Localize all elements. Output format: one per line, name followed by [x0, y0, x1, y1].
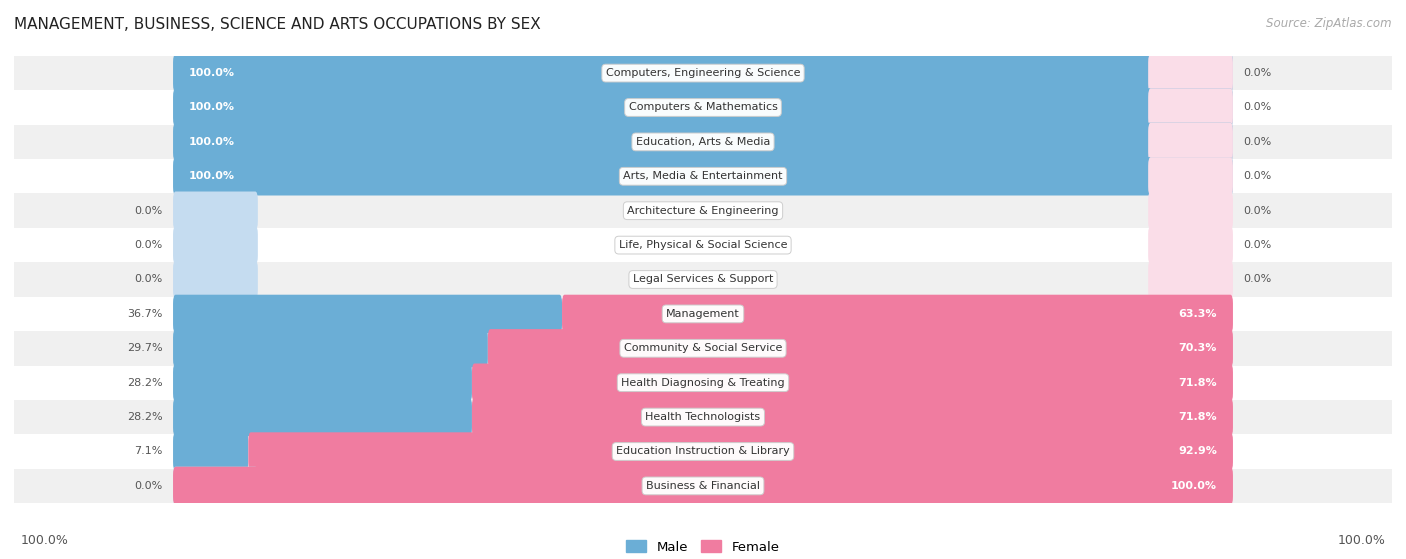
- Bar: [14, 400, 1392, 434]
- FancyBboxPatch shape: [173, 363, 472, 402]
- FancyBboxPatch shape: [472, 363, 1233, 402]
- FancyBboxPatch shape: [1149, 54, 1233, 92]
- Text: Computers & Mathematics: Computers & Mathematics: [628, 102, 778, 112]
- Bar: [14, 262, 1392, 297]
- Text: 28.2%: 28.2%: [127, 378, 163, 388]
- Text: 100.0%: 100.0%: [188, 137, 235, 147]
- Bar: [14, 193, 1392, 228]
- Text: 36.7%: 36.7%: [127, 309, 163, 319]
- FancyBboxPatch shape: [488, 329, 1233, 367]
- FancyBboxPatch shape: [1149, 157, 1233, 196]
- FancyBboxPatch shape: [173, 398, 472, 436]
- Text: Arts, Media & Entertainment: Arts, Media & Entertainment: [623, 171, 783, 181]
- Text: 0.0%: 0.0%: [134, 274, 163, 285]
- Bar: [14, 468, 1392, 503]
- Text: MANAGEMENT, BUSINESS, SCIENCE AND ARTS OCCUPATIONS BY SEX: MANAGEMENT, BUSINESS, SCIENCE AND ARTS O…: [14, 17, 541, 32]
- Text: 0.0%: 0.0%: [1243, 171, 1272, 181]
- FancyBboxPatch shape: [1149, 260, 1233, 299]
- FancyBboxPatch shape: [173, 467, 1233, 505]
- FancyBboxPatch shape: [472, 398, 1233, 436]
- FancyBboxPatch shape: [249, 432, 1233, 471]
- Text: 100.0%: 100.0%: [188, 102, 235, 112]
- Text: 100.0%: 100.0%: [1337, 534, 1385, 547]
- FancyBboxPatch shape: [1149, 226, 1233, 264]
- Text: 100.0%: 100.0%: [1171, 481, 1218, 491]
- FancyBboxPatch shape: [173, 432, 249, 471]
- Text: 70.3%: 70.3%: [1178, 343, 1218, 353]
- Bar: [14, 159, 1392, 193]
- Text: Health Diagnosing & Treating: Health Diagnosing & Treating: [621, 378, 785, 388]
- Bar: [14, 297, 1392, 331]
- Text: 0.0%: 0.0%: [1243, 274, 1272, 285]
- Text: 71.8%: 71.8%: [1178, 412, 1218, 422]
- Text: Life, Physical & Social Science: Life, Physical & Social Science: [619, 240, 787, 250]
- Bar: [14, 434, 1392, 468]
- Text: 7.1%: 7.1%: [134, 447, 163, 457]
- Text: Community & Social Service: Community & Social Service: [624, 343, 782, 353]
- Text: 100.0%: 100.0%: [188, 171, 235, 181]
- Text: 0.0%: 0.0%: [134, 481, 163, 491]
- FancyBboxPatch shape: [173, 260, 257, 299]
- FancyBboxPatch shape: [1149, 88, 1233, 127]
- Bar: [14, 228, 1392, 262]
- Text: 71.8%: 71.8%: [1178, 378, 1218, 388]
- FancyBboxPatch shape: [562, 295, 1233, 333]
- FancyBboxPatch shape: [1149, 192, 1233, 230]
- Text: 0.0%: 0.0%: [134, 240, 163, 250]
- FancyBboxPatch shape: [1149, 123, 1233, 161]
- Text: Architecture & Engineering: Architecture & Engineering: [627, 206, 779, 216]
- FancyBboxPatch shape: [173, 54, 1233, 92]
- FancyBboxPatch shape: [173, 88, 1233, 127]
- FancyBboxPatch shape: [173, 329, 488, 367]
- FancyBboxPatch shape: [173, 226, 257, 264]
- FancyBboxPatch shape: [173, 157, 1233, 196]
- Text: 28.2%: 28.2%: [127, 412, 163, 422]
- Text: Education Instruction & Library: Education Instruction & Library: [616, 447, 790, 457]
- Text: 0.0%: 0.0%: [134, 206, 163, 216]
- Text: 100.0%: 100.0%: [21, 534, 69, 547]
- Text: 0.0%: 0.0%: [1243, 206, 1272, 216]
- Text: 29.7%: 29.7%: [127, 343, 163, 353]
- FancyBboxPatch shape: [173, 192, 257, 230]
- Bar: [14, 366, 1392, 400]
- Bar: [14, 56, 1392, 91]
- Text: 0.0%: 0.0%: [1243, 68, 1272, 78]
- Text: Source: ZipAtlas.com: Source: ZipAtlas.com: [1267, 17, 1392, 30]
- Text: Health Technologists: Health Technologists: [645, 412, 761, 422]
- Text: 0.0%: 0.0%: [1243, 240, 1272, 250]
- Text: Business & Financial: Business & Financial: [645, 481, 761, 491]
- Bar: [14, 331, 1392, 366]
- Text: 63.3%: 63.3%: [1178, 309, 1218, 319]
- Text: 100.0%: 100.0%: [188, 68, 235, 78]
- Bar: [14, 91, 1392, 125]
- Text: Education, Arts & Media: Education, Arts & Media: [636, 137, 770, 147]
- FancyBboxPatch shape: [173, 123, 1233, 161]
- Text: 92.9%: 92.9%: [1178, 447, 1218, 457]
- FancyBboxPatch shape: [173, 467, 257, 505]
- Text: Legal Services & Support: Legal Services & Support: [633, 274, 773, 285]
- FancyBboxPatch shape: [173, 295, 562, 333]
- Text: 0.0%: 0.0%: [1243, 137, 1272, 147]
- Text: Computers, Engineering & Science: Computers, Engineering & Science: [606, 68, 800, 78]
- Text: Management: Management: [666, 309, 740, 319]
- Bar: [14, 125, 1392, 159]
- Text: 0.0%: 0.0%: [1243, 102, 1272, 112]
- Legend: Male, Female: Male, Female: [621, 535, 785, 559]
